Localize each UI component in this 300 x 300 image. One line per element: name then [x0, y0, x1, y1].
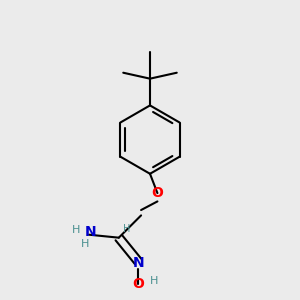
Text: O: O [132, 277, 144, 291]
Text: H: H [150, 276, 159, 286]
Text: H: H [71, 225, 80, 235]
Text: O: O [152, 186, 164, 200]
Text: N: N [133, 256, 145, 270]
Text: N: N [85, 225, 96, 239]
Text: H: H [122, 224, 130, 234]
Text: H: H [80, 238, 89, 249]
